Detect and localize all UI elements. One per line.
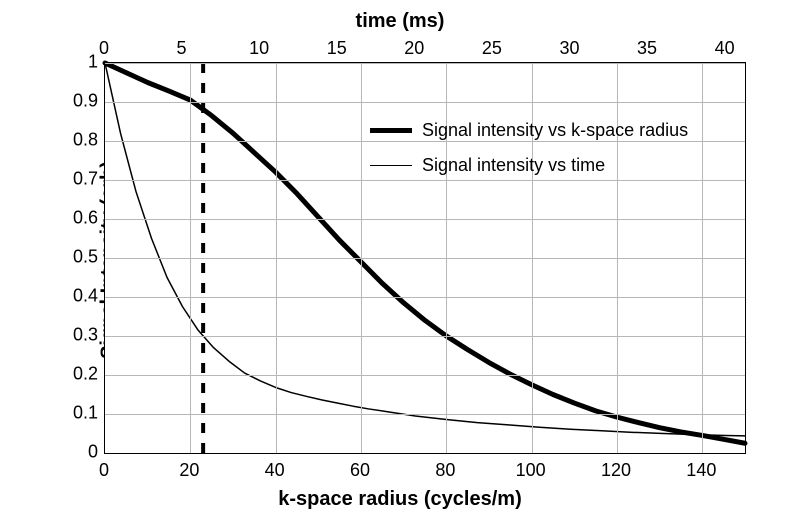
gridline-h [105, 297, 745, 298]
x-top-tick: 40 [715, 38, 735, 59]
x-bottom-tick: 100 [516, 460, 546, 481]
y-tick: 0.3 [66, 325, 98, 346]
chart-container: time (ms) k-space radius (cycles/m) Sign… [0, 0, 800, 520]
legend-label: Signal intensity vs k-space radius [422, 116, 688, 145]
x-top-tick: 5 [177, 38, 187, 59]
x-bottom-tick: 140 [686, 460, 716, 481]
legend-item: Signal intensity vs time [370, 151, 688, 180]
y-tick: 0.8 [66, 130, 98, 151]
x-top-tick: 25 [482, 38, 502, 59]
gridline-h [105, 336, 745, 337]
x-top-tick: 30 [559, 38, 579, 59]
legend: Signal intensity vs k-space radius Signa… [370, 116, 688, 186]
legend-swatch [370, 128, 412, 133]
x-top-tick: 0 [99, 38, 109, 59]
y-tick: 0.5 [66, 247, 98, 268]
y-tick: 1 [66, 52, 98, 73]
x-bottom-axis-label: k-space radius (cycles/m) [278, 488, 521, 511]
y-tick: 0.1 [66, 403, 98, 424]
y-tick: 0.6 [66, 208, 98, 229]
y-tick: 0 [66, 442, 98, 463]
x-bottom-tick: 60 [350, 460, 370, 481]
y-tick: 0.4 [66, 286, 98, 307]
x-bottom-tick: 120 [601, 460, 631, 481]
x-bottom-tick: 0 [99, 460, 109, 481]
x-bottom-tick: 20 [179, 460, 199, 481]
x-bottom-tick: 80 [435, 460, 455, 481]
x-top-tick: 10 [249, 38, 269, 59]
gridline-h [105, 219, 745, 220]
y-tick: 0.2 [66, 364, 98, 385]
legend-item: Signal intensity vs k-space radius [370, 116, 688, 145]
gridline-h [105, 102, 745, 103]
gridline-h [105, 414, 745, 415]
x-top-tick: 35 [637, 38, 657, 59]
legend-label: Signal intensity vs time [422, 151, 605, 180]
gridline-h [105, 258, 745, 259]
gridline-h [105, 63, 745, 64]
x-top-tick: 20 [404, 38, 424, 59]
gridline-h [105, 375, 745, 376]
legend-swatch [370, 165, 412, 166]
y-tick: 0.9 [66, 91, 98, 112]
x-top-axis-label: time (ms) [356, 10, 445, 33]
x-top-tick: 15 [327, 38, 347, 59]
y-tick: 0.7 [66, 169, 98, 190]
x-bottom-tick: 40 [265, 460, 285, 481]
